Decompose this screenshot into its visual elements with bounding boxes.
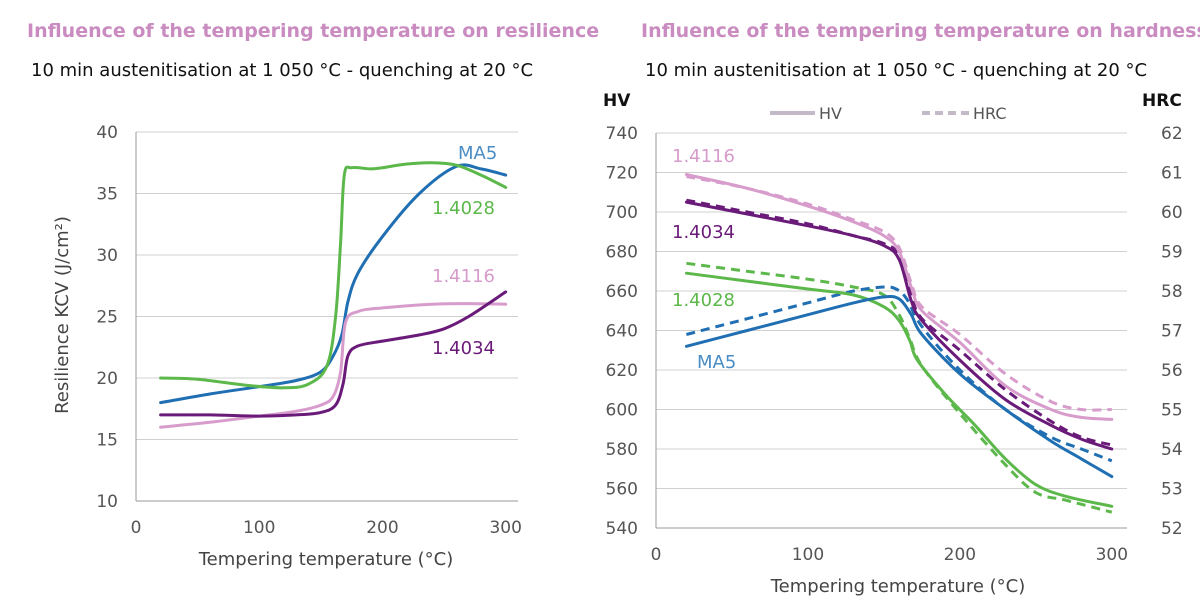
- right-left-y-tick-label: 540: [606, 519, 638, 539]
- right-x-tick-label: 0: [651, 545, 662, 565]
- left-label-ma5: MA5: [458, 143, 497, 164]
- right-left-y-tick-label: 600: [606, 401, 638, 421]
- right-label-1-4116: 1.4116: [672, 146, 735, 167]
- right-hrc-line-ma5: [686, 285, 1113, 463]
- left-chart: 10 15 20 25 30 35 40 0 100 200 300 Tempering tempe…: [52, 123, 522, 570]
- right-right-y-tick-label: 59: [1161, 243, 1183, 263]
- left-y-tick-label: 15: [96, 431, 118, 451]
- right-hrc-line-1-4116: [686, 175, 1112, 412]
- right-label-1-4034: 1.4034: [672, 222, 735, 243]
- right-left-y-tick-label: 560: [606, 480, 638, 500]
- left-x-axis-label: Tempering temperature (°C): [198, 549, 453, 570]
- right-right-y-tick-label: 61: [1161, 164, 1183, 184]
- right-left-y-tick-label: 620: [606, 361, 638, 381]
- right-label-ma5: MA5: [697, 352, 736, 373]
- right-right-y-tick-label: 60: [1161, 203, 1183, 223]
- left-x-tick-label: 0: [131, 518, 142, 538]
- right-hv-line-1-4116: [684, 173, 1114, 421]
- right-right-y-tick-label: 54: [1161, 440, 1183, 460]
- right-chart-title: Influence of the tempering temperature o…: [641, 20, 1200, 42]
- left-x-tick-label: 300: [489, 518, 521, 538]
- right-right-y-tick-label: 55: [1161, 401, 1183, 421]
- right-right-y-tick-label: 62: [1161, 124, 1183, 144]
- right-left-y-tick-label: 740: [606, 124, 638, 144]
- right-x-tick-label: 300: [1096, 545, 1128, 565]
- right-left-y-tick-label: 680: [606, 243, 638, 263]
- right-right-y-tick-label: 53: [1161, 480, 1183, 500]
- left-chart-title: Influence of the tempering temperature o…: [27, 20, 600, 42]
- right-hv-line-1-4034: [684, 200, 1114, 451]
- right-right-unit-label: HRC: [1142, 91, 1182, 111]
- legend-hv-label: HV: [819, 104, 842, 123]
- right-left-unit-label: HV: [603, 91, 631, 111]
- right-left-y-tick-label: 640: [606, 322, 638, 342]
- right-right-y-tick-label: 57: [1161, 322, 1183, 342]
- right-right-y-tick-label: 56: [1161, 361, 1183, 381]
- left-y-tick-label: 25: [96, 308, 118, 328]
- right-x-axis-label: Tempering temperature (°C): [770, 576, 1025, 597]
- left-y-tick-label: 10: [96, 492, 118, 512]
- left-label-1-4028: 1.4028: [432, 198, 495, 219]
- left-x-tick-label: 100: [243, 518, 275, 538]
- left-x-tick-label: 200: [366, 518, 398, 538]
- right-hrc-line-1-4034: [686, 198, 1113, 447]
- left-y-tick-label: 40: [96, 123, 118, 143]
- left-series-line-1-4034: [159, 290, 508, 418]
- left-series-line-1-4028: [159, 161, 508, 390]
- right-left-y-tick-label: 700: [606, 203, 638, 223]
- legend: HV HRC: [770, 104, 1007, 123]
- left-label-1-4034: 1.4034: [432, 338, 495, 359]
- right-label-1-4028: 1.4028: [672, 290, 735, 311]
- right-right-y-tick-label: 58: [1161, 282, 1183, 302]
- left-y-tick-label: 35: [96, 185, 118, 205]
- right-left-y-tick-label: 720: [606, 164, 638, 184]
- left-y-tick-label: 20: [96, 369, 118, 389]
- right-hrc-line-1-4028: [686, 261, 1113, 514]
- right-x-tick-label: 100: [792, 545, 824, 565]
- right-right-y-tick-label: 52: [1161, 519, 1183, 539]
- left-chart-subtitle: 10 min austenitisation at 1 050 °C - que…: [31, 60, 534, 81]
- left-y-tick-label: 30: [96, 246, 118, 266]
- right-hv-line-1-4028: [684, 271, 1114, 508]
- right-x-tick-label: 200: [944, 545, 976, 565]
- right-left-y-tick-label: 580: [606, 440, 638, 460]
- right-hv-line-ma5: [684, 294, 1114, 479]
- right-chart-subtitle: 10 min austenitisation at 1 050 °C - que…: [645, 60, 1148, 81]
- left-label-1-4116: 1.4116: [432, 266, 495, 287]
- right-left-y-tick-label: 660: [606, 282, 638, 302]
- legend-hrc-label: HRC: [973, 104, 1007, 123]
- left-y-axis-label: Resilience KCV (J/cm²): [52, 216, 73, 414]
